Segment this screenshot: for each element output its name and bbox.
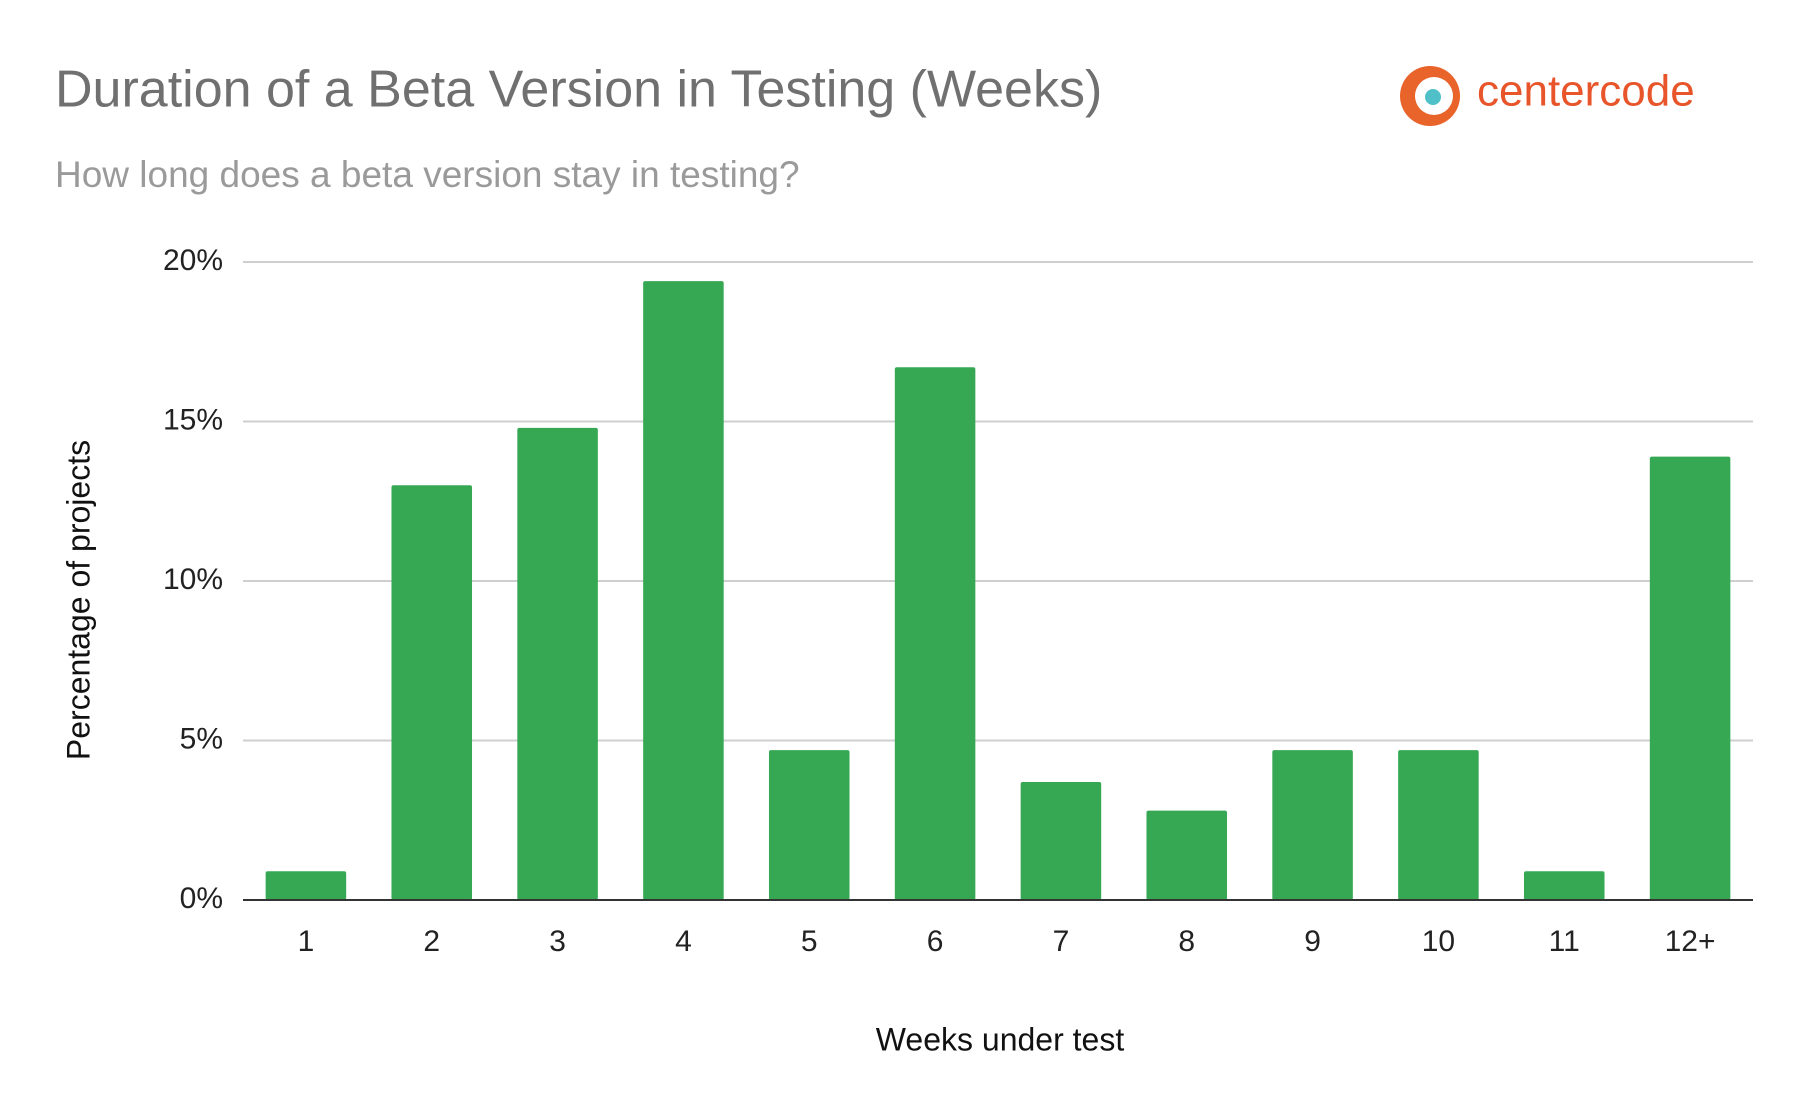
bar xyxy=(1146,810,1228,900)
y-tick-label: 20% xyxy=(163,244,223,277)
chart-title: Duration of a Beta Version in Testing (W… xyxy=(55,61,1102,119)
y-tick-label: 5% xyxy=(180,722,223,755)
x-tick-label: 4 xyxy=(675,925,692,958)
bar xyxy=(517,427,598,900)
x-tick-label: 11 xyxy=(1549,925,1580,958)
x-tick-label: 2 xyxy=(423,925,440,958)
bar xyxy=(391,485,473,900)
chart-subtitle: How long does a beta version stay in tes… xyxy=(55,154,800,195)
bar xyxy=(768,750,850,900)
bar xyxy=(894,367,976,900)
brand-name: centercode xyxy=(1477,67,1695,116)
x-tick-label: 12+ xyxy=(1665,925,1716,958)
x-tick-label: 10 xyxy=(1422,925,1455,958)
x-tick-label: 7 xyxy=(1053,925,1070,958)
y-tick-label: 0% xyxy=(180,882,223,915)
x-tick-label: 8 xyxy=(1178,925,1195,958)
x-tick-label: 6 xyxy=(927,925,944,958)
bar xyxy=(1020,781,1102,900)
x-tick-label: 9 xyxy=(1304,925,1321,958)
x-tick-label: 3 xyxy=(549,925,566,958)
x-tick-label: 1 xyxy=(298,925,315,958)
logo-dot xyxy=(1425,89,1441,105)
bar xyxy=(1649,456,1731,900)
bar xyxy=(265,871,347,900)
bar xyxy=(643,281,724,900)
y-tick-label: 10% xyxy=(163,563,223,596)
bar xyxy=(1398,750,1479,900)
y-tick-label: 15% xyxy=(163,403,223,436)
bar xyxy=(1523,871,1605,900)
x-axis-title: Weeks under test xyxy=(876,1021,1125,1057)
x-tick-label: 5 xyxy=(801,925,818,958)
bar xyxy=(1272,750,1353,900)
y-axis-title: Percentage of projects xyxy=(60,440,96,760)
brand-logo xyxy=(1400,66,1460,126)
